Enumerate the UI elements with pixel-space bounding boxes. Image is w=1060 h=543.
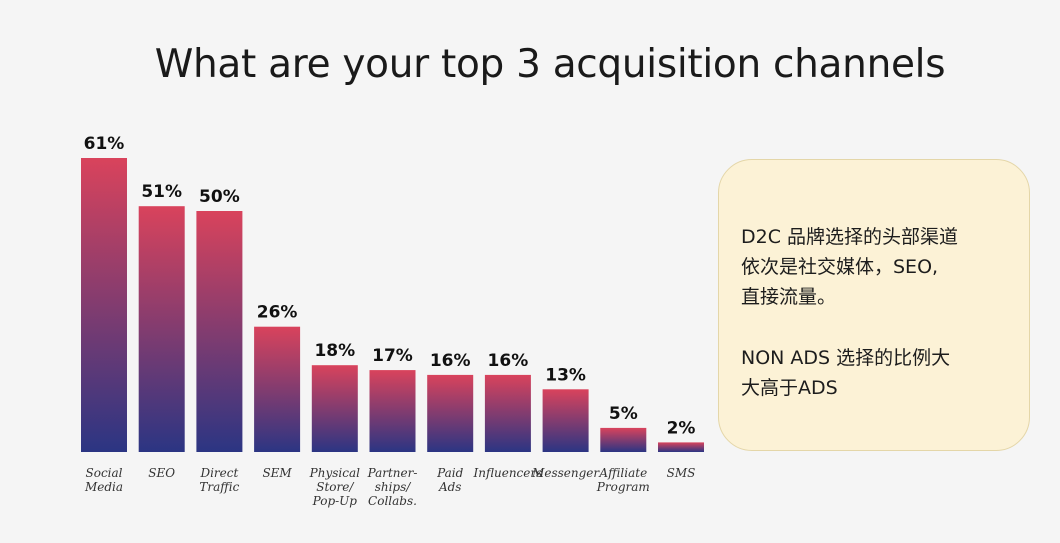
bar-value-label: 18% (314, 341, 355, 361)
note-box: D2C 品牌选择的头部渠道 依次是社交媒体，SEO, 直接流量。 NON ADS… (718, 159, 1030, 451)
bar-value-label: 13% (545, 365, 586, 385)
category-label: Affiliate Program (596, 466, 650, 494)
category-label: Partner-ships/Collabs. (367, 466, 418, 508)
category-label: Influencers (473, 466, 543, 480)
bar-value-label: 16% (430, 351, 471, 371)
category-label: Messenger (531, 466, 600, 480)
bar (484, 374, 531, 452)
category-label: SEO (148, 466, 175, 480)
note-line: 直接流量。 (741, 286, 837, 308)
bar (196, 211, 243, 452)
bar-value-label: 61% (84, 134, 125, 154)
bar (311, 365, 358, 452)
bar-value-label: 51% (141, 182, 182, 202)
bar (658, 442, 704, 452)
note-line: 大高于ADS (741, 377, 838, 399)
category-label: Social Media (84, 466, 123, 494)
category-label: SEM (262, 466, 292, 480)
note-line: 依次是社交媒体，SEO, (741, 256, 939, 278)
bar-chart: 61% 51% 50% 26% 18% 17% 16% 16% 13% 5% 2% Social Me… (81, 134, 704, 508)
bar (369, 370, 416, 452)
bar (254, 326, 301, 452)
bar-value-label: 50% (199, 187, 240, 207)
bar (427, 374, 474, 452)
category-label: Physical Store/Pop-Up (309, 466, 360, 508)
category-label: Paid Ads (436, 466, 464, 494)
bar (138, 206, 185, 452)
bar-value-label: 16% (488, 351, 529, 371)
slide-title: What are your top 3 acquisition channels (154, 42, 946, 87)
bar-value-label: 5% (609, 404, 638, 424)
note-line: NON ADS 选择的比例大 (741, 347, 951, 369)
bar-value-label: 26% (257, 303, 298, 323)
bar-value-label: 17% (372, 346, 413, 366)
bar (600, 427, 647, 452)
bar (81, 158, 127, 452)
bar (542, 389, 589, 452)
note-line: D2C 品牌选择的头部渠道 (741, 226, 959, 248)
bar-value-label: 2% (667, 418, 696, 438)
category-label: Direct Traffic (199, 466, 239, 494)
category-label: SMS (667, 466, 696, 480)
